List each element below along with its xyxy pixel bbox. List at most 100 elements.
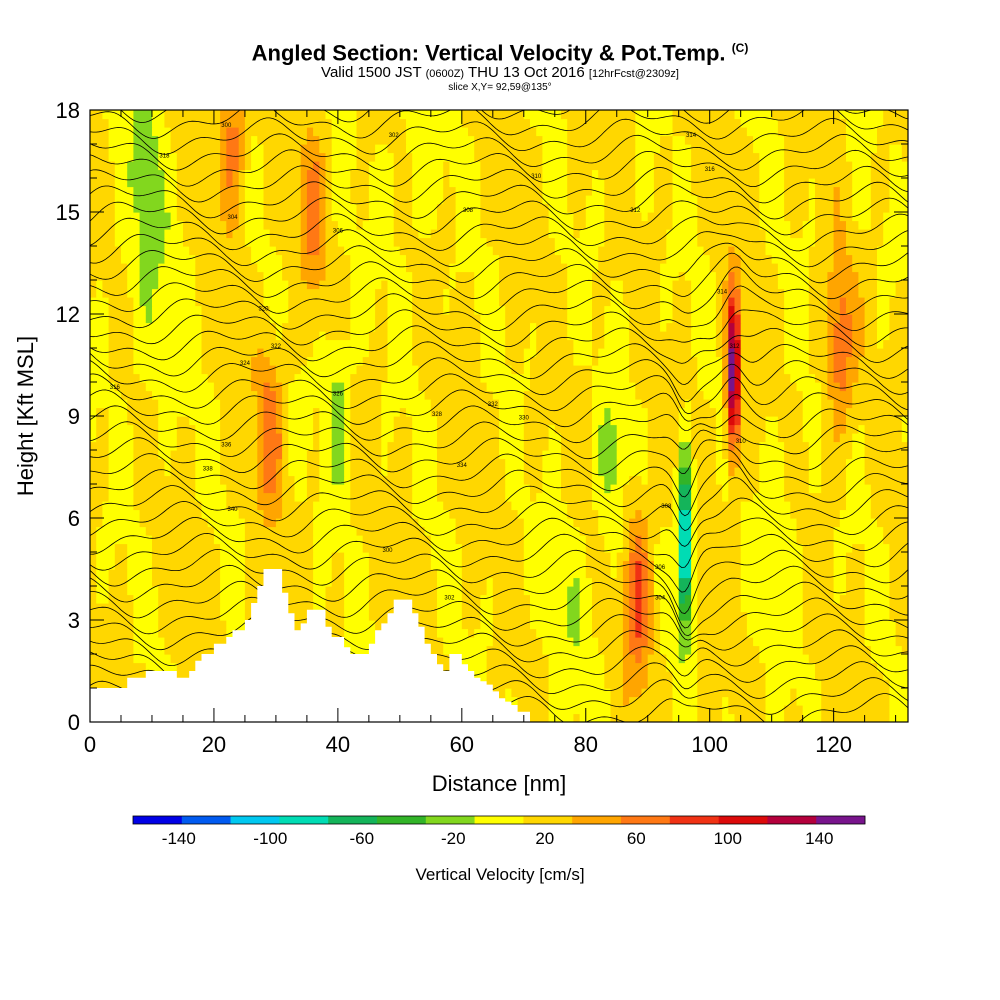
velocity-cell [647,671,674,681]
velocity-cell [877,271,908,281]
velocity-cell [548,705,612,715]
velocity-cell [641,603,649,613]
velocity-cell [430,229,457,239]
velocity-cell [251,246,277,256]
velocity-cell [808,356,828,366]
velocity-cell [331,560,345,570]
velocity-cell [629,637,649,647]
velocity-cell [808,186,816,196]
velocity-cell [108,135,134,145]
velocity-cell [647,637,655,647]
velocity-cell [728,331,736,341]
velocity-cell [622,611,630,621]
velocity-cell [306,484,320,494]
velocity-cell [176,416,190,426]
isentrope-line [90,229,908,268]
velocity-cell [592,467,599,477]
velocity-cell [592,348,599,358]
velocity-cell [499,288,568,298]
velocity-cell [468,628,475,638]
velocity-cell [691,441,717,451]
velocity-cell [362,220,395,230]
velocity-cell [226,492,258,502]
velocity-cell [641,594,649,604]
velocity-cell [437,577,463,587]
velocity-cell [592,611,624,621]
colorbar-swatch [377,816,427,824]
velocity-cell [697,594,742,604]
velocity-cell [90,535,97,545]
velocity-cell [728,356,736,366]
velocity-cell [585,552,612,562]
velocity-cell [877,263,908,273]
velocity-cell [220,458,258,468]
velocity-cell [263,509,283,519]
velocity-cell [511,365,525,375]
velocity-cell [821,433,835,443]
velocity-cell [573,577,581,587]
colorbar-title: Vertical Velocity [cm/s] [415,865,584,884]
velocity-cell [319,441,333,451]
velocity-cell [672,280,692,290]
velocity-cell [257,458,265,468]
velocity-cell [585,569,612,579]
colorbar-swatch [474,816,524,824]
velocity-cell [517,705,550,715]
velocity-cell [164,118,221,128]
velocity-cell [133,152,159,162]
velocity-cell [325,161,333,171]
velocity-cell [96,569,110,579]
velocity-cell [282,433,289,443]
velocity-cell [96,424,110,434]
velocity-cell [672,161,692,171]
velocity-cell [728,382,736,392]
velocity-cell [288,407,314,417]
velocity-cell [579,594,593,604]
velocity-cell [864,637,897,647]
velocity-cell [901,645,908,655]
velocity-cell [356,161,370,171]
velocity-cell [691,560,698,570]
velocity-cell [536,348,574,358]
velocity-cell [108,475,134,485]
x-axis-label: Distance [nm] [432,771,567,796]
velocity-cell [368,560,432,570]
velocity-cell [412,348,481,358]
velocity-cell [653,586,680,596]
velocity-cell [827,305,841,315]
colorbar-swatch [181,816,231,824]
velocity-cell [802,611,866,621]
velocity-cell [263,458,277,468]
velocity-cell [282,416,289,426]
velocity-cell [108,365,134,375]
velocity-cell [846,229,884,239]
velocity-cell [158,620,227,630]
velocity-cell [412,186,444,196]
velocity-cell [133,628,159,638]
velocity-cell [715,271,729,281]
velocity-cell [412,484,438,494]
velocity-cell [300,237,308,247]
velocity-cell [765,229,791,239]
velocity-cell [808,484,822,494]
velocity-cell [740,399,804,409]
isentrope-line [90,548,908,614]
isentrope-line [90,117,908,155]
velocity-cell [406,407,432,417]
velocity-cell [523,458,543,468]
velocity-cell [870,169,890,179]
velocity-cell [523,586,568,596]
velocity-cell [263,186,302,196]
velocity-cell [282,458,289,468]
velocity-cell [127,543,153,553]
velocity-cell [114,237,141,247]
velocity-cell [461,603,481,613]
velocity-cell [164,637,227,647]
velocity-cell [387,314,413,324]
x-tick-label: 100 [691,732,728,757]
velocity-cell [567,152,636,162]
velocity-cell [244,526,314,536]
velocity-cell [740,280,779,290]
velocity-cell [734,407,742,417]
velocity-cell [350,322,376,332]
